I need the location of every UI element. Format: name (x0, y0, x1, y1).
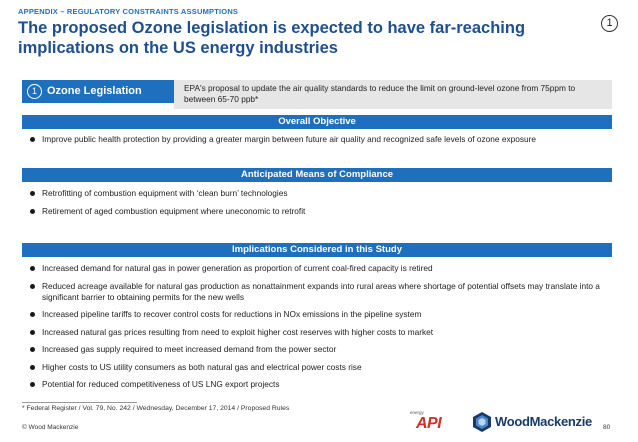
section-badge: 1 (601, 15, 618, 32)
bullet-text: Higher costs to US utility consumers as … (42, 361, 362, 372)
section-heading-objective: Overall Objective (22, 115, 612, 129)
api-logo: energy API (410, 409, 458, 435)
wood-mackenzie-logo: WoodMackenzie (472, 411, 592, 433)
list-item: Retirement of aged combustion equipment … (22, 206, 612, 217)
bullet-icon (30, 312, 35, 317)
copyright: © Wood Mackenzie (22, 424, 79, 431)
list-item: Increased gas supply required to meet in… (22, 344, 612, 355)
bullet-text: Retrofitting of combustion equipment wit… (42, 188, 288, 198)
list-item: Higher costs to US utility consumers as … (22, 362, 612, 373)
legislation-label: Ozone Legislation (47, 85, 142, 97)
list-item: Potential for reduced competitiveness of… (22, 379, 612, 390)
list-item: Increased natural gas prices resulting f… (22, 327, 612, 338)
page-number: 80 (603, 424, 611, 431)
legislation-tag: 1 Ozone Legislation (22, 80, 174, 103)
bullet-text: Increased pipeline tariffs to recover co… (42, 309, 422, 319)
list-item: Increased pipeline tariffs to recover co… (22, 309, 612, 320)
bullet-text: Improve public health protection by prov… (42, 134, 536, 144)
list-item: Increased demand for natural gas in powe… (22, 263, 612, 274)
wood-mackenzie-wordmark: WoodMackenzie (495, 414, 592, 429)
page-title: The proposed Ozone legislation is expect… (18, 19, 526, 57)
section-heading-compliance: Anticipated Means of Compliance (22, 168, 612, 182)
bullet-text: Increased demand for natural gas in powe… (42, 263, 433, 273)
section-heading-implications: Implications Considered in this Study (22, 243, 612, 257)
list-item: Reduced acreage available for natural ga… (22, 281, 612, 303)
list-item: Improve public health protection by prov… (22, 134, 612, 145)
footnote: * Federal Register / Vol. 79, No. 242 / … (22, 405, 290, 412)
api-logo-mark: API (416, 415, 442, 432)
appendix-label: APPENDIX – REGULATORY CONSTRAINTS ASSUMP… (18, 7, 239, 16)
bullet-icon (30, 382, 35, 387)
bullet-text: Retirement of aged combustion equipment … (42, 205, 306, 216)
bullet-text: Increased natural gas prices resulting f… (42, 326, 434, 337)
legislation-number: 1 (27, 84, 42, 99)
bullet-text: Potential for reduced competitiveness of… (42, 379, 280, 389)
bullet-text: Increased gas supply required to meet in… (42, 344, 337, 354)
hexagon-icon (473, 412, 491, 432)
bullet-icon (30, 364, 35, 370)
bullet-text: Reduced acreage available for natural ga… (42, 280, 600, 302)
legislation-description: EPA's proposal to update the air quality… (174, 80, 612, 109)
bullet-icon (30, 329, 35, 335)
bullet-icon (30, 347, 35, 352)
bullet-icon (30, 137, 35, 142)
list-item: Retrofitting of combustion equipment wit… (22, 188, 612, 199)
bullet-icon (30, 208, 35, 214)
bullet-icon (30, 283, 35, 289)
footnote-divider (22, 402, 137, 403)
compliance-list: Retrofitting of combustion equipment wit… (22, 188, 612, 223)
api-logo-super: energy (410, 410, 424, 415)
objective-list: Improve public health protection by prov… (22, 134, 612, 152)
bullet-icon (30, 266, 35, 271)
bullet-icon (30, 191, 35, 196)
implications-list: Increased demand for natural gas in powe… (22, 263, 612, 397)
